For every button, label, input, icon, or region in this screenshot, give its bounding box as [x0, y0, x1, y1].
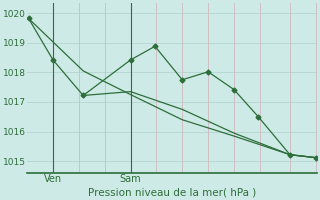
X-axis label: Pression niveau de la mer( hPa ): Pression niveau de la mer( hPa ): [88, 187, 256, 197]
